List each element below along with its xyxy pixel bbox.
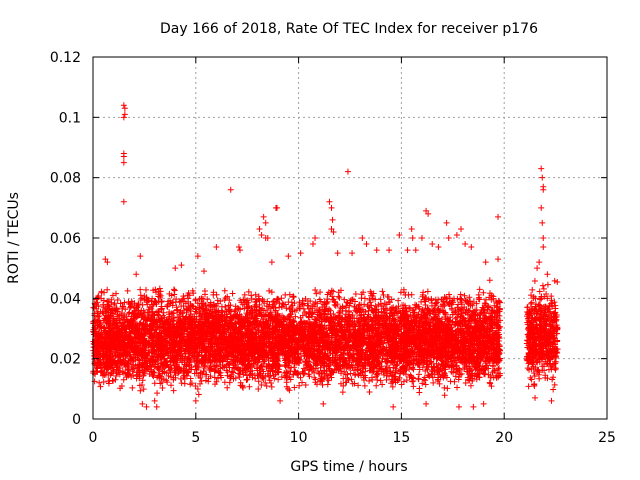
- data-point: [258, 381, 265, 388]
- data-point: [129, 384, 136, 391]
- data-point: [457, 291, 464, 298]
- data-point: [246, 383, 253, 390]
- data-point: [361, 295, 368, 302]
- data-point: [352, 290, 359, 297]
- data-point: [221, 287, 228, 294]
- data-point: [224, 384, 231, 391]
- data-point: [170, 286, 177, 293]
- data-point: [268, 380, 275, 387]
- data-point: [403, 377, 410, 384]
- data-point: [171, 287, 178, 294]
- data-point: [170, 387, 177, 394]
- data-point: [419, 380, 426, 387]
- y-axis-label: ROTI / TECUs: [6, 192, 22, 284]
- data-point: [324, 381, 331, 388]
- data-point: [265, 373, 272, 380]
- data-point: [268, 383, 275, 390]
- x-axis-label: GPS time / hours: [290, 459, 407, 475]
- data-point: [424, 288, 431, 295]
- data-point: [409, 378, 416, 385]
- data-point: [335, 293, 342, 300]
- data-point: [361, 382, 368, 389]
- data-point: [461, 292, 468, 299]
- data-points: [90, 102, 561, 410]
- data-point: [366, 389, 373, 396]
- data-point: [441, 384, 448, 391]
- data-point: [373, 382, 380, 389]
- data-point: [347, 370, 354, 377]
- data-point: [339, 389, 346, 396]
- data-point: [467, 382, 474, 389]
- data-point: [149, 302, 156, 309]
- data-point: [283, 305, 290, 312]
- data-point: [195, 391, 202, 398]
- data-point: [156, 285, 163, 292]
- data-point: [229, 290, 236, 297]
- chart-title: Day 166 of 2018, Rate Of TEC Index for r…: [160, 21, 538, 37]
- data-point: [292, 313, 299, 320]
- data-point: [348, 376, 355, 383]
- data-point: [149, 295, 156, 302]
- data-point: [213, 291, 220, 298]
- data-point: [137, 387, 144, 394]
- data-point: [104, 286, 111, 293]
- data-point: [441, 392, 448, 399]
- data-point: [97, 383, 104, 390]
- data-point: [255, 385, 262, 392]
- data-point: [154, 390, 161, 397]
- data-point: [415, 371, 422, 378]
- data-point: [248, 292, 255, 299]
- data-point: [178, 380, 185, 387]
- data-point: [275, 376, 282, 383]
- data-point: [137, 286, 144, 293]
